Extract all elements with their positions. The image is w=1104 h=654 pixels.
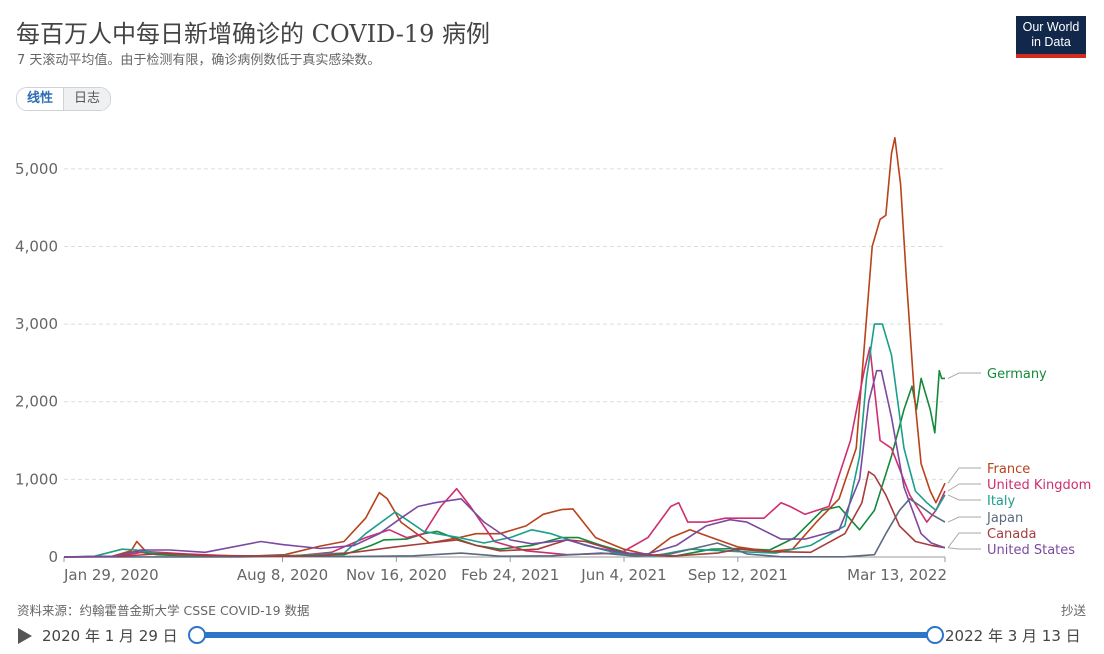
y-tick-label: 1,000 [15, 470, 58, 488]
y-tick-label: 0 [48, 548, 58, 566]
scale-toggle: 线性 日志 [16, 87, 112, 111]
owid-logo[interactable]: Our World in Data [1016, 16, 1086, 58]
series-line-germany [63, 369, 945, 558]
series-line-japan [63, 498, 946, 558]
source-note: 资料来源：约翰霍普金斯大学 CSSE COVID-19 数据 [17, 603, 310, 618]
chart-title: 每百万人中每日新增确诊的 COVID-19 病例 [16, 20, 491, 48]
legend-connector [947, 494, 981, 501]
y-tick-label: 2,000 [15, 393, 58, 411]
y-tick-label: 5,000 [15, 160, 58, 178]
timeline-controls: 2020 年 1 月 29 日 2022 年 3 月 13 日 [0, 620, 1104, 650]
timeline-start-label: 2020 年 1 月 29 日 [42, 627, 178, 645]
y-tick-label: 4,000 [15, 237, 58, 255]
logo-line-2: in Data [1031, 35, 1071, 49]
series-line-united-states [63, 369, 946, 558]
series-line-united-kingdom [63, 346, 946, 558]
legend-label: France [987, 462, 1030, 477]
line-chart: 0 1,000 2,000 3,000 4,000 5,000 Jan 29, 2020 A… [15, 137, 1091, 584]
x-tick-label: Aug 8, 2020 [237, 566, 328, 584]
series-line-italy [63, 323, 946, 558]
grid-lines [64, 168, 945, 480]
timeline-start-handle[interactable] [188, 626, 206, 644]
legend-connector [947, 547, 981, 550]
timeline-track[interactable] [196, 632, 934, 638]
timeline-end-handle[interactable] [926, 626, 944, 644]
series-line-canada [63, 470, 946, 558]
legend-label: Canada [987, 527, 1036, 542]
play-icon[interactable] [18, 628, 32, 644]
legend-connector [947, 372, 981, 379]
x-tick-label: Feb 24, 2021 [461, 566, 559, 584]
chart-subtitle: 7 天滚动平均值。由于检测有限，确诊病例数低于真实感染数。 [17, 53, 381, 68]
timeline-end-label: 2022 年 3 月 13 日 [945, 627, 1081, 645]
x-tick-label: Jun 4, 2021 [580, 566, 666, 584]
legend-label: Germany [987, 367, 1047, 382]
linear-scale-button[interactable]: 线性 [17, 88, 65, 110]
legend-label: Italy [987, 494, 1016, 509]
x-tick-label: Sep 12, 2021 [688, 566, 788, 584]
y-axis-ticks: 0 1,000 2,000 3,000 4,000 5,000 [15, 160, 58, 566]
share-link[interactable]: 抄送 [1060, 603, 1086, 618]
legend-connector [947, 516, 981, 523]
x-tick-label: Nov 16, 2020 [346, 566, 447, 584]
log-scale-button[interactable]: 日志 [64, 88, 111, 110]
logo-line-1: Our World [1022, 20, 1080, 34]
x-tick-label: Jan 29, 2020 [63, 566, 159, 584]
legend-label: Japan [986, 511, 1023, 526]
series-lines [63, 137, 946, 558]
y-tick-label: 3,000 [15, 315, 58, 333]
legend-label: United Kingdom [987, 478, 1091, 493]
legend-connector [947, 483, 981, 492]
legend-connector [947, 467, 981, 484]
legend-connector [947, 532, 981, 548]
series-line-france [63, 137, 946, 558]
x-axis: Jan 29, 2020 Aug 8, 2020 Nov 16, 2020 Feb 2… [63, 556, 947, 584]
x-tick-label: Mar 13, 2022 [847, 566, 947, 584]
legend-label: United States [987, 543, 1075, 558]
